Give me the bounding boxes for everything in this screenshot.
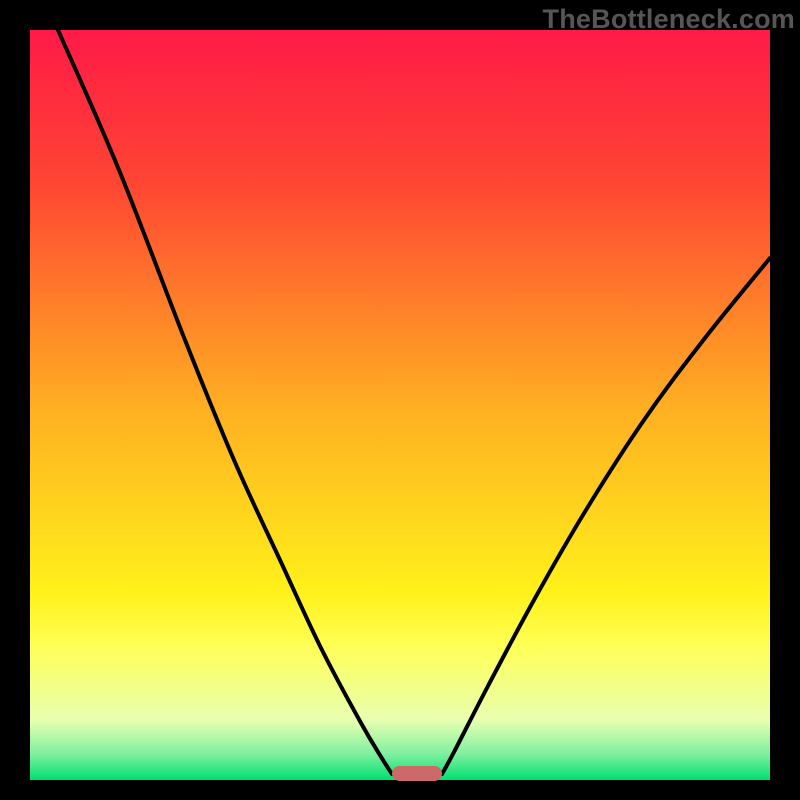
bottleneck-marker [392, 766, 442, 781]
right-curve [442, 258, 770, 774]
bottleneck-curves [0, 0, 800, 800]
left-curve [58, 30, 392, 774]
chart-frame: TheBottleneck.com [0, 0, 800, 800]
